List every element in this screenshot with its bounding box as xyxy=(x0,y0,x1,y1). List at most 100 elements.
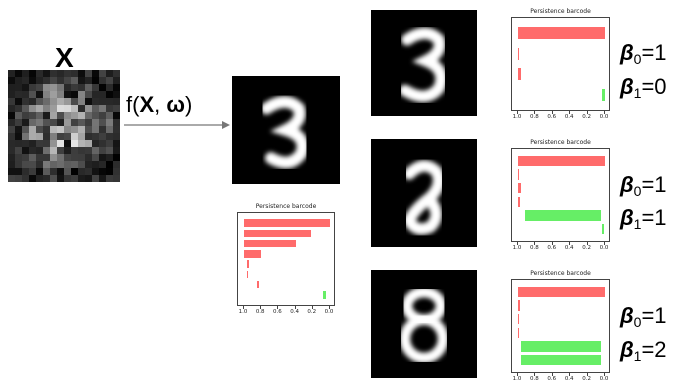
x-axis-tick-label: 0.8 xyxy=(530,245,539,251)
x-axis-tick-label: 0.6 xyxy=(547,114,557,120)
x-axis-tick xyxy=(551,373,553,376)
x-axis-tick-label: 0.4 xyxy=(290,309,299,315)
x-axis-tick-label: 0.2 xyxy=(582,245,591,251)
x-axis-tick xyxy=(551,242,553,245)
h0-bar xyxy=(244,239,296,248)
h0-bar xyxy=(518,68,521,81)
x-axis-tick-label: 0.2 xyxy=(307,309,317,315)
barcode-title: Persistence barcode xyxy=(255,203,317,210)
x-axis-tick xyxy=(294,306,296,309)
digit-eight-image xyxy=(371,270,477,378)
h0-bar xyxy=(518,196,520,207)
h1-bar xyxy=(521,341,601,352)
betti-0-label-1: β0=1 xyxy=(620,40,667,67)
beta-symbol: β xyxy=(620,337,634,362)
x-axis-tick-label: 1.0 xyxy=(512,376,522,382)
x-axis-tick xyxy=(604,373,605,376)
x-axis-tick-label: 0.8 xyxy=(255,309,265,315)
x-axis-tick xyxy=(569,111,571,114)
x-axis-tick-label: 1.0 xyxy=(512,245,522,251)
barcode-title: Persistence barcode xyxy=(530,8,591,15)
h1-bar xyxy=(602,224,605,235)
h0-bar xyxy=(244,250,262,258)
beta-value: =1 xyxy=(641,303,667,328)
barcode-title: Persistence barcode xyxy=(530,270,591,277)
x-axis-tick-label: 1.0 xyxy=(512,114,522,120)
x-axis-tick-label: 0.6 xyxy=(547,245,557,251)
h0-bar xyxy=(247,260,250,268)
barcode-title: Persistence barcode xyxy=(530,139,591,146)
beta-value: =1 xyxy=(641,40,667,65)
x-axis-tick xyxy=(569,242,571,245)
function-label: f(X, ω) xyxy=(126,92,192,118)
x-axis-tick xyxy=(586,373,588,376)
barcode-frame xyxy=(511,17,610,111)
betti-1-label-2: β1=1 xyxy=(620,205,667,232)
function-x: X xyxy=(139,92,155,117)
beta-subscript: 0 xyxy=(633,51,642,67)
digit-three-image xyxy=(371,10,477,116)
beta-symbol: β xyxy=(620,74,634,99)
x-axis-tick-label: 1.0 xyxy=(238,309,248,315)
beta-value: =1 xyxy=(641,172,667,197)
betti-1-label-1: β1=0 xyxy=(620,74,667,101)
x-axis-tick-label: 0.4 xyxy=(564,376,574,382)
x-axis-tick xyxy=(517,111,518,114)
beta-value: =0 xyxy=(641,74,667,99)
h0-bar xyxy=(518,169,519,180)
x-axis-tick-label: 0.6 xyxy=(273,309,282,315)
function-separator: , xyxy=(154,92,167,117)
beta-subscript: 0 xyxy=(633,314,642,330)
h0-bar xyxy=(247,270,249,279)
h0-bar xyxy=(244,219,330,227)
h1-bar xyxy=(521,355,601,366)
x-axis-tick-label: 0.8 xyxy=(530,114,539,120)
x-axis-tick-label: 0.2 xyxy=(582,376,591,382)
x-axis-tick-label: 0.4 xyxy=(564,114,574,120)
h0-bar xyxy=(518,327,520,338)
barcode-frame xyxy=(237,212,335,306)
h1-bar xyxy=(602,88,605,101)
x-axis-tick xyxy=(534,111,536,114)
arrow-icon xyxy=(124,121,230,129)
beta-subscript: 0 xyxy=(633,183,642,199)
h0-bar xyxy=(244,229,312,238)
x-axis-tick xyxy=(517,242,518,245)
noisy-input-image xyxy=(8,70,120,182)
beta-symbol: β xyxy=(620,172,634,197)
h0-bar xyxy=(518,183,521,194)
x-axis-tick xyxy=(329,306,330,309)
x-axis-tick xyxy=(243,306,244,309)
x-axis-tick xyxy=(586,242,588,245)
input-label: X xyxy=(55,42,74,73)
x-axis-tick-label: 0.8 xyxy=(530,376,539,382)
x-axis-tick-label: 0.0 xyxy=(324,309,334,315)
x-axis-tick-label: 0.0 xyxy=(599,245,609,251)
h1-bar xyxy=(524,210,601,221)
x-axis-tick xyxy=(604,111,605,114)
h0-bar xyxy=(518,286,605,297)
h0-bar xyxy=(518,27,605,40)
h0-bar xyxy=(518,47,519,60)
x-axis-tick xyxy=(604,242,605,245)
x-axis-tick xyxy=(277,306,279,309)
h1-bar xyxy=(323,291,326,299)
x-axis-tick xyxy=(260,306,262,309)
betti-1-label-3: β1=2 xyxy=(620,337,667,364)
beta-symbol: β xyxy=(620,205,634,230)
betti-0-label-3: β0=1 xyxy=(620,303,667,330)
function-omega: ω xyxy=(166,92,185,117)
barcode-frame xyxy=(511,148,610,242)
function-suffix: ) xyxy=(184,92,193,117)
function-prefix: f( xyxy=(126,92,140,117)
x-axis-tick-label: 0.2 xyxy=(582,114,591,120)
x-axis-tick xyxy=(517,373,518,376)
beta-symbol: β xyxy=(620,303,634,328)
h0-bar xyxy=(518,155,605,166)
x-axis-tick xyxy=(569,373,571,376)
beta-subscript: 1 xyxy=(633,216,642,232)
x-axis-tick xyxy=(586,111,588,114)
beta-subscript: 1 xyxy=(633,348,642,364)
h0-bar xyxy=(518,300,520,311)
h0-bar xyxy=(518,314,519,325)
